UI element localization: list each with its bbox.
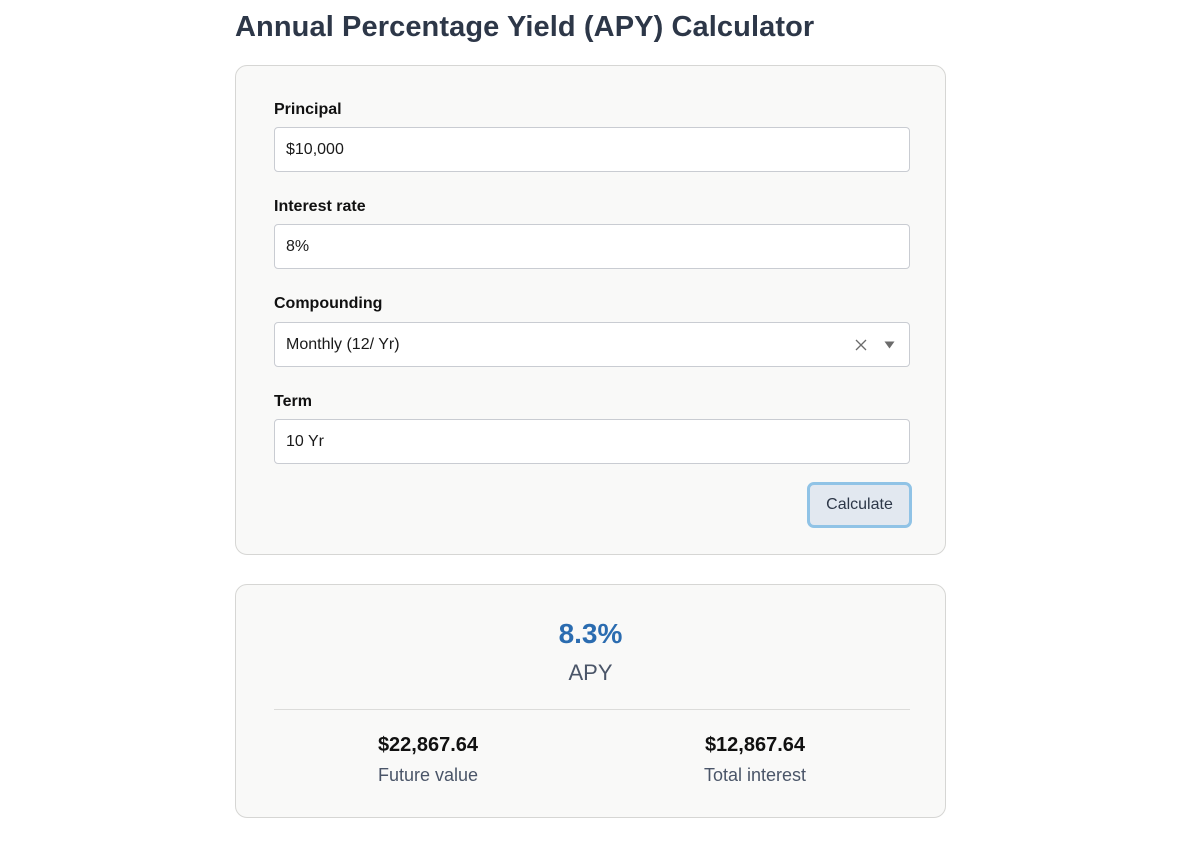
interest-rate-input[interactable] bbox=[274, 224, 910, 269]
page-title: Annual Percentage Yield (APY) Calculator bbox=[235, 11, 815, 43]
principal-label: Principal bbox=[274, 101, 342, 118]
apy-label: APY bbox=[568, 660, 613, 685]
compounding-select[interactable]: Monthly (12/ Yr) bbox=[274, 322, 910, 367]
total-interest-stat: $12,867.64 Total interest bbox=[625, 733, 885, 786]
total-interest-amount: $12,867.64 bbox=[704, 734, 806, 756]
compounding-label: Compounding bbox=[274, 295, 383, 312]
term-input[interactable] bbox=[274, 419, 910, 464]
future-value-amount: $22,867.64 bbox=[377, 734, 479, 756]
apy-value: 8.3% bbox=[558, 618, 623, 649]
future-value-label: Future value bbox=[377, 765, 479, 785]
results-panel: 8.3% APY $22,867.64 Future value $12,867… bbox=[235, 584, 946, 818]
compounding-selected-value: Monthly (12/ Yr) bbox=[286, 335, 400, 353]
future-value-stat: $22,867.64 Future value bbox=[298, 733, 558, 786]
calculator-form: Principal Interest rate Compounding Mont… bbox=[235, 65, 946, 555]
calculate-button[interactable]: Calculate bbox=[807, 482, 912, 528]
total-interest-label: Total interest bbox=[703, 765, 807, 785]
results-divider bbox=[274, 709, 910, 710]
interest-rate-label: Interest rate bbox=[274, 198, 366, 215]
caret-down-icon[interactable] bbox=[883, 339, 895, 351]
principal-input[interactable] bbox=[274, 127, 910, 172]
term-label: Term bbox=[274, 393, 312, 410]
close-icon[interactable] bbox=[854, 338, 868, 352]
